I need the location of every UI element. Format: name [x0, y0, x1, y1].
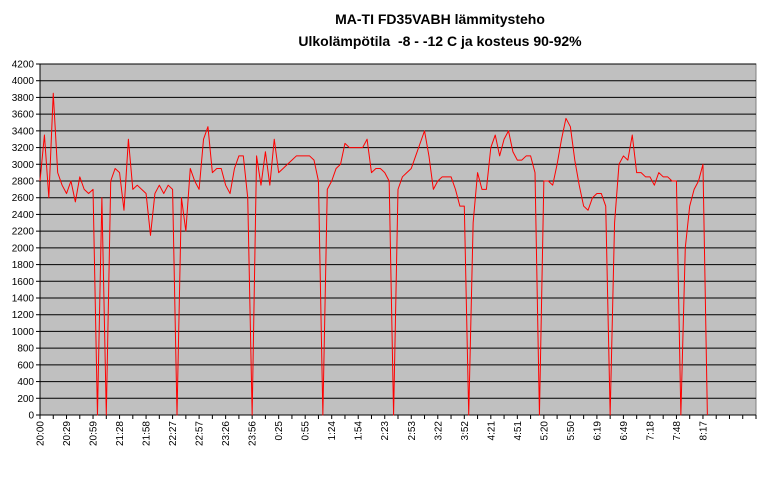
x-tick-label: 2:23	[380, 421, 391, 441]
x-tick-label: 7:18	[645, 421, 656, 441]
x-tick-label: 23:56	[248, 421, 259, 446]
chart-title: MA-TI FD35VABH lämmitysteho	[335, 11, 545, 27]
x-tick-label: 3:52	[460, 421, 471, 441]
x-tick-label: 7:48	[672, 421, 683, 441]
y-tick-label: 2400	[12, 210, 35, 221]
x-tick-label: 2:53	[407, 421, 418, 441]
y-tick-label: 2200	[12, 227, 35, 238]
y-tick-label: 2600	[12, 193, 35, 204]
y-tick-label: 4200	[12, 60, 35, 71]
x-tick-label: 0:55	[301, 421, 312, 441]
x-tick-label: 6:19	[592, 421, 603, 441]
y-tick-label: 2800	[12, 177, 35, 188]
y-tick-label: 1400	[12, 294, 35, 305]
x-tick-label: 20:59	[89, 421, 100, 446]
x-tick-label: 23:26	[221, 421, 232, 446]
y-tick-label: 3000	[12, 160, 35, 171]
y-tick-label: 200	[17, 394, 34, 405]
plot-area	[39, 63, 757, 416]
x-tick-label: 4:51	[513, 421, 524, 441]
y-tick-label: 3200	[12, 143, 35, 154]
x-tick-label: 5:20	[539, 421, 550, 441]
y-tick-label: 3800	[12, 93, 35, 104]
x-tick-label: 22:27	[168, 421, 179, 446]
x-tick-label: 4:21	[486, 421, 497, 441]
x-tick-label: 21:28	[115, 421, 126, 446]
y-tick-label: 4000	[12, 76, 35, 87]
y-tick-label: 800	[17, 344, 34, 355]
y-tick-label: 600	[17, 360, 34, 371]
data-line	[39, 92, 708, 416]
y-tick-label: 1600	[12, 277, 35, 288]
x-tick-label: 22:57	[195, 421, 206, 446]
x-tick-label: 20:00	[36, 421, 47, 446]
x-tick-label: 8:17	[698, 421, 709, 441]
x-tick-label: 3:22	[433, 421, 444, 441]
y-tick-label: 1800	[12, 260, 35, 271]
x-tick-label: 6:49	[619, 421, 630, 441]
y-tick-label: 0	[28, 411, 34, 422]
x-tick-label: 0:25	[274, 421, 285, 441]
y-tick-label: 3600	[12, 110, 35, 121]
y-tick-label: 1000	[12, 327, 35, 338]
x-tick-label: 20:29	[62, 421, 73, 446]
y-tick-label: 1200	[12, 310, 35, 321]
y-tick-label: 400	[17, 377, 34, 388]
x-tick-label: 1:24	[327, 421, 338, 441]
x-tick-label: 1:54	[354, 421, 365, 441]
x-tick-label: 21:58	[142, 421, 153, 446]
y-tick-label: 2000	[12, 243, 35, 254]
chart-subtitle: Ulkolämpötila -8 - -12 C ja kosteus 90-9…	[298, 33, 582, 49]
y-tick-label: 3400	[12, 126, 35, 137]
x-tick-label: 5:50	[566, 421, 577, 441]
